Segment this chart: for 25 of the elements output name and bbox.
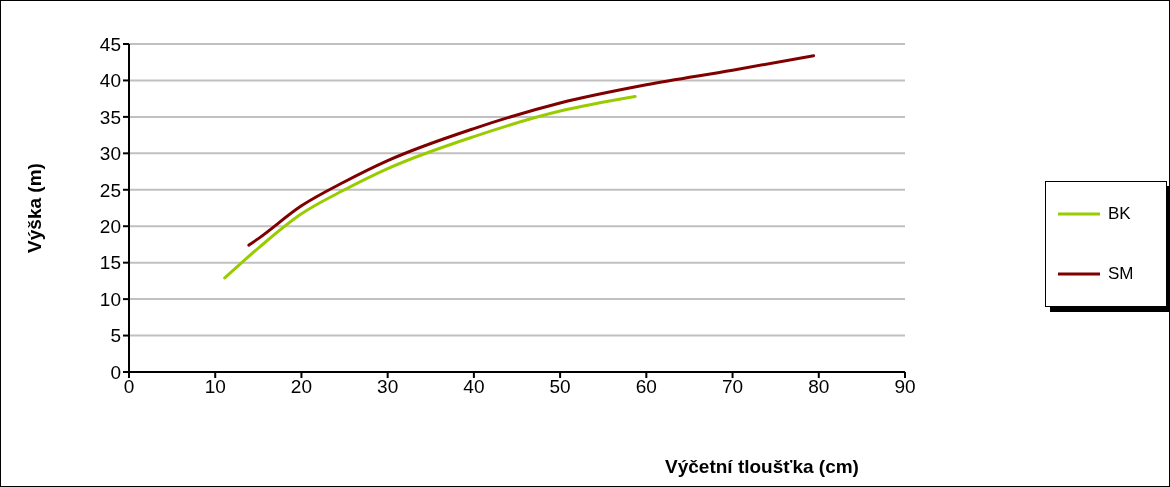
x-axis-title: Výčetní tloušťka (cm): [665, 456, 859, 477]
y-axis-title: Výška (m): [23, 163, 45, 253]
y-tick-label: 15: [99, 252, 121, 274]
y-tick-label: 40: [99, 70, 121, 92]
legend-label: SM: [1108, 263, 1134, 284]
y-tick-label: 45: [99, 33, 121, 55]
y-tick-label: 25: [99, 179, 121, 201]
legend-label: BK: [1108, 203, 1131, 224]
x-tick-label: 10: [204, 376, 226, 398]
line-series: [223, 94, 637, 280]
y-tick-label: 35: [99, 106, 121, 128]
x-tick-label: 60: [635, 376, 657, 398]
x-tick-label: 40: [463, 376, 485, 398]
y-tick-label: 10: [99, 288, 121, 310]
y-tick-label: 30: [99, 143, 121, 165]
x-tick-label: 50: [549, 376, 571, 398]
y-tick-label: 0: [110, 361, 121, 383]
x-tick-label: 90: [894, 376, 916, 398]
y-tick-label: 20: [99, 215, 121, 237]
x-tick-label: 20: [290, 376, 313, 398]
x-tick-label: 70: [721, 376, 744, 398]
x-tick-label: 80: [808, 376, 830, 398]
line-series: [247, 54, 816, 247]
y-tick-label: 5: [110, 325, 121, 347]
x-tick-label: 30: [377, 376, 399, 398]
